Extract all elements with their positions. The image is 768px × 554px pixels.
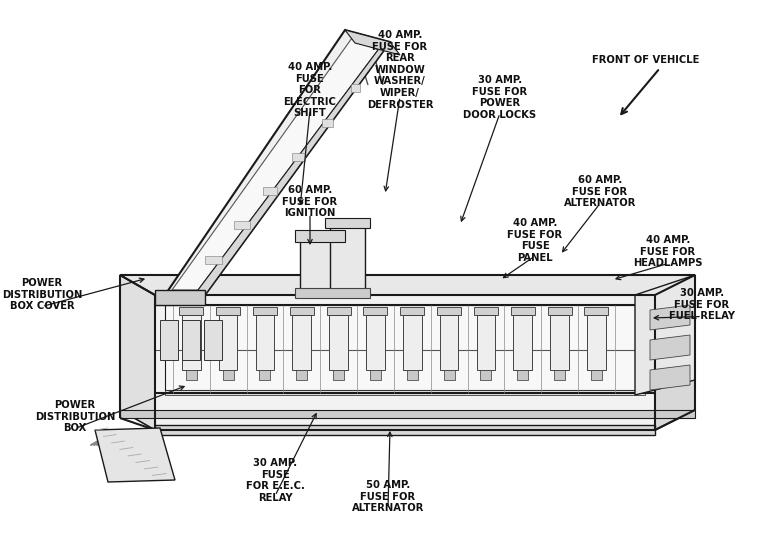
Polygon shape	[345, 30, 400, 55]
Polygon shape	[182, 315, 200, 370]
Text: 50 AMP.
FUSE FOR
ALTERNATOR: 50 AMP. FUSE FOR ALTERNATOR	[352, 480, 424, 513]
Polygon shape	[333, 370, 344, 380]
Polygon shape	[480, 370, 492, 380]
Polygon shape	[584, 307, 608, 315]
Polygon shape	[370, 370, 381, 380]
Polygon shape	[363, 307, 388, 315]
Polygon shape	[330, 225, 365, 295]
Text: 30 AMP.
FUSE
FOR E.E.C.
RELAY: 30 AMP. FUSE FOR E.E.C. RELAY	[246, 458, 304, 503]
Text: 60 AMP.
FUSE FOR
ALTERNATOR: 60 AMP. FUSE FOR ALTERNATOR	[564, 175, 636, 208]
Polygon shape	[95, 428, 175, 482]
Polygon shape	[511, 307, 535, 315]
Text: POWER
DISTRIBUTION
BOX COVER: POWER DISTRIBUTION BOX COVER	[2, 278, 82, 311]
Polygon shape	[551, 315, 569, 370]
Polygon shape	[548, 307, 571, 315]
Polygon shape	[635, 275, 695, 395]
Polygon shape	[260, 370, 270, 380]
Polygon shape	[165, 30, 390, 295]
Text: 60 AMP.
FUSE FOR
IGNITION: 60 AMP. FUSE FOR IGNITION	[283, 185, 338, 218]
Polygon shape	[474, 307, 498, 315]
Polygon shape	[179, 307, 204, 315]
Polygon shape	[296, 370, 307, 380]
Polygon shape	[253, 307, 277, 315]
Polygon shape	[172, 38, 378, 290]
Polygon shape	[440, 315, 458, 370]
Polygon shape	[160, 320, 178, 360]
Polygon shape	[554, 370, 565, 380]
Polygon shape	[155, 290, 205, 305]
Polygon shape	[205, 256, 222, 264]
Text: 40 AMP.
FUSE FOR
HEADLAMPS: 40 AMP. FUSE FOR HEADLAMPS	[634, 235, 703, 268]
Text: 40 AMP.
FUSE
FOR
ELECTRIC
SHIFT: 40 AMP. FUSE FOR ELECTRIC SHIFT	[283, 62, 336, 119]
Text: 40 AMP.
FUSE FOR
FUSE
PANEL: 40 AMP. FUSE FOR FUSE PANEL	[508, 218, 563, 263]
Polygon shape	[591, 370, 602, 380]
Polygon shape	[588, 315, 606, 370]
Polygon shape	[366, 315, 385, 370]
Text: 30 AMP.
FUSE FOR
POWER
DOOR LOCKS: 30 AMP. FUSE FOR POWER DOOR LOCKS	[463, 75, 537, 120]
Polygon shape	[326, 307, 351, 315]
Polygon shape	[186, 370, 197, 380]
Polygon shape	[517, 370, 528, 380]
Text: FRONT OF VEHICLE: FRONT OF VEHICLE	[592, 55, 700, 65]
Polygon shape	[182, 320, 200, 360]
Polygon shape	[300, 238, 340, 295]
Polygon shape	[477, 315, 495, 370]
Polygon shape	[165, 390, 645, 395]
Polygon shape	[322, 119, 333, 126]
Polygon shape	[204, 320, 222, 360]
Polygon shape	[256, 315, 274, 370]
Polygon shape	[293, 153, 305, 161]
Polygon shape	[514, 315, 532, 370]
Polygon shape	[155, 425, 655, 435]
Polygon shape	[444, 370, 455, 380]
Polygon shape	[290, 307, 314, 315]
Polygon shape	[295, 288, 370, 298]
Polygon shape	[198, 42, 390, 295]
Polygon shape	[120, 275, 155, 430]
Polygon shape	[120, 275, 695, 295]
Polygon shape	[120, 410, 695, 418]
Polygon shape	[407, 370, 418, 380]
Polygon shape	[400, 307, 425, 315]
Polygon shape	[351, 84, 360, 93]
Polygon shape	[155, 295, 655, 430]
Polygon shape	[176, 290, 194, 298]
Polygon shape	[650, 365, 690, 390]
Polygon shape	[216, 307, 240, 315]
Text: POWER
DISTRIBUTION
BOX: POWER DISTRIBUTION BOX	[35, 400, 115, 433]
Polygon shape	[219, 315, 237, 370]
Polygon shape	[325, 218, 370, 228]
Text: 40 AMP.
FUSE FOR
REAR
WINDOW
WASHER/
WIPER/
DEFROSTER: 40 AMP. FUSE FOR REAR WINDOW WASHER/ WIP…	[367, 30, 433, 110]
Polygon shape	[295, 230, 345, 242]
Polygon shape	[263, 187, 277, 195]
Polygon shape	[234, 222, 250, 229]
Polygon shape	[650, 305, 690, 330]
Polygon shape	[165, 305, 645, 390]
Polygon shape	[655, 275, 695, 430]
Polygon shape	[403, 315, 422, 370]
Polygon shape	[223, 370, 233, 380]
Text: 30 AMP.
FUSE FOR
FUEL RELAY: 30 AMP. FUSE FOR FUEL RELAY	[669, 288, 735, 321]
Polygon shape	[437, 307, 461, 315]
Polygon shape	[329, 315, 348, 370]
Polygon shape	[650, 335, 690, 360]
Polygon shape	[293, 315, 311, 370]
